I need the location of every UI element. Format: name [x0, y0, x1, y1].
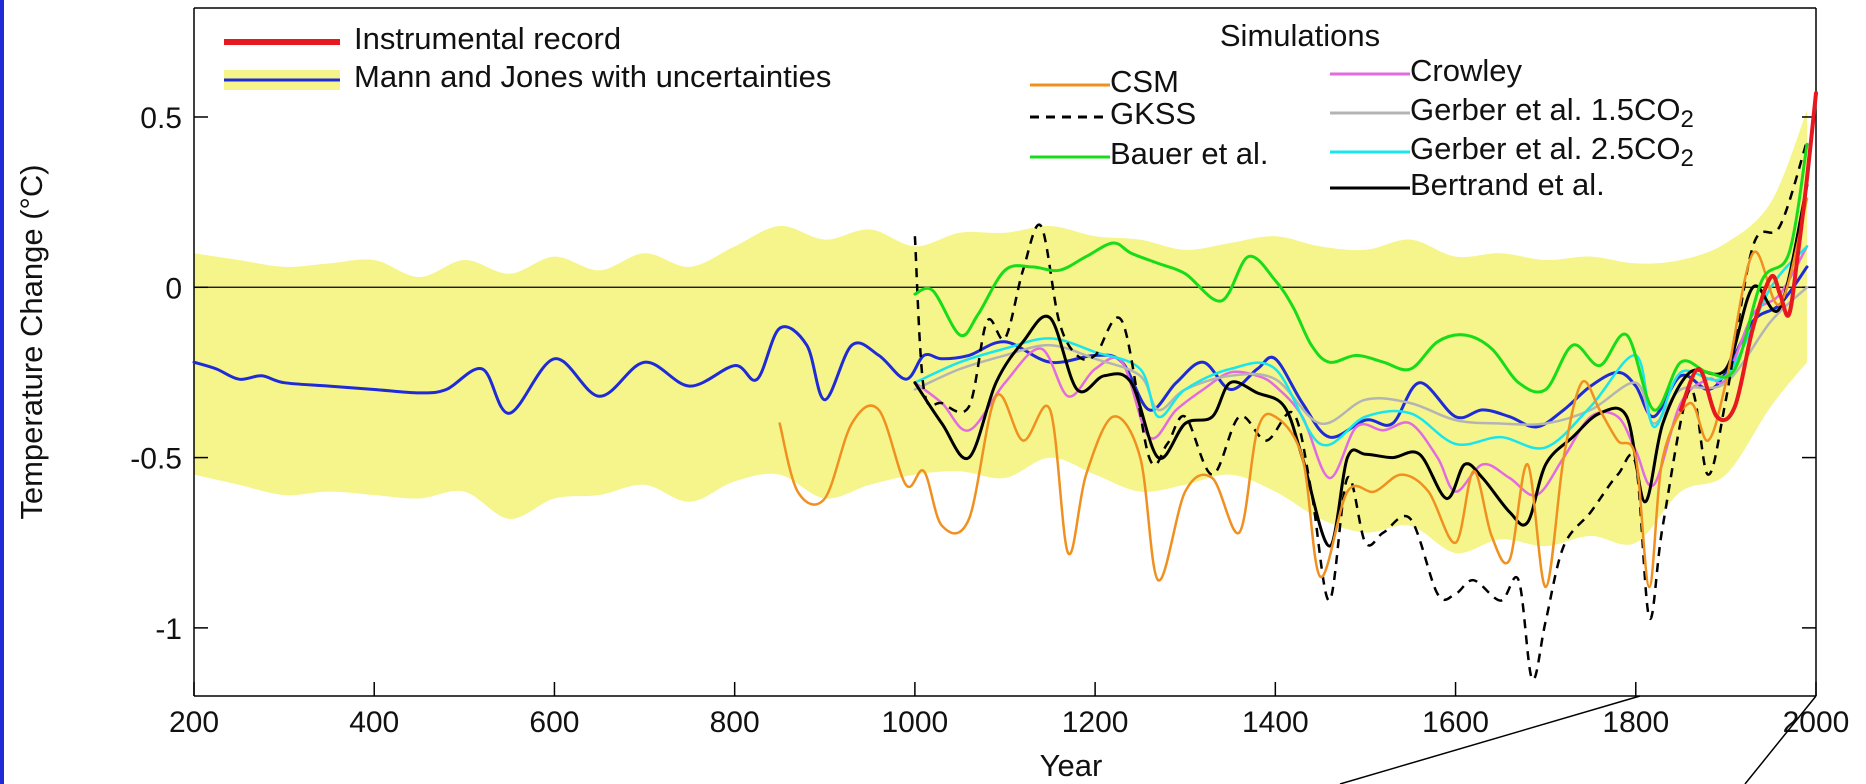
legend-simulations-title: Simulations — [1220, 18, 1380, 53]
decoration-lines — [1339, 695, 1817, 784]
zoom-line-left — [1339, 695, 1641, 784]
x-tick-label: 600 — [529, 706, 579, 739]
legend-label-subscript: 2 — [1681, 145, 1694, 172]
series-layer — [192, 91, 1818, 681]
legend-label: Gerber et al. 2.5CO2 — [1410, 131, 1694, 172]
series-line-bertrand-et-al- — [913, 183, 1809, 548]
series-line-mann-and-jones-with-uncertainties — [192, 265, 1809, 439]
legend-label: Bertrand et al. — [1410, 167, 1605, 202]
x-tick-label: 1800 — [1602, 706, 1669, 739]
legend-label: Mann and Jones with uncertainties — [354, 59, 831, 94]
zoom-line-right — [1744, 695, 1817, 784]
series-line-gkss — [913, 140, 1809, 681]
legend-label: Gerber et al. 1.5CO2 — [1410, 92, 1694, 133]
x-tick-label: 1600 — [1422, 706, 1489, 739]
x-axis-title: Year — [1040, 748, 1103, 783]
axes: 200 400 600 800 1000 1200 1400 1600 1800 2000 0.5 0… — [14, 7, 1850, 783]
legend-label: Bauer et al. — [1110, 136, 1269, 171]
legend-label: GKSS — [1110, 96, 1196, 131]
left-edge-bar — [0, 0, 4, 784]
x-tick-label: 800 — [710, 706, 760, 739]
series-line-instrumental-record — [1678, 91, 1818, 423]
series-line-csm — [778, 197, 1809, 589]
x-tick-label: 1200 — [1062, 706, 1129, 739]
x-tick-label: 1400 — [1242, 706, 1309, 739]
y-axis-title: Temperature Change (°C) — [14, 164, 49, 519]
uncertainty-band-layer — [194, 110, 1807, 554]
y-tick-label: -0.5 — [130, 443, 182, 476]
legend-label: CSM — [1110, 64, 1179, 99]
x-tick-label: 2000 — [1783, 706, 1850, 739]
legend-label: Instrumental record — [354, 21, 621, 56]
series-line-gerber-et-al-2-5co2 — [913, 245, 1809, 450]
y-tick-label: 0.5 — [140, 102, 182, 135]
legend-label: Crowley — [1410, 53, 1522, 88]
x-tick-label: 200 — [169, 706, 219, 739]
legend-label-subscript: 2 — [1681, 106, 1694, 133]
series-line-bauer-et-al- — [913, 142, 1809, 412]
y-tick-label: 0 — [165, 272, 182, 305]
uncertainty-band — [194, 110, 1807, 554]
y-tick-label: -1 — [155, 613, 182, 646]
x-tick-label: 1000 — [882, 706, 949, 739]
x-tick-label: 400 — [349, 706, 399, 739]
